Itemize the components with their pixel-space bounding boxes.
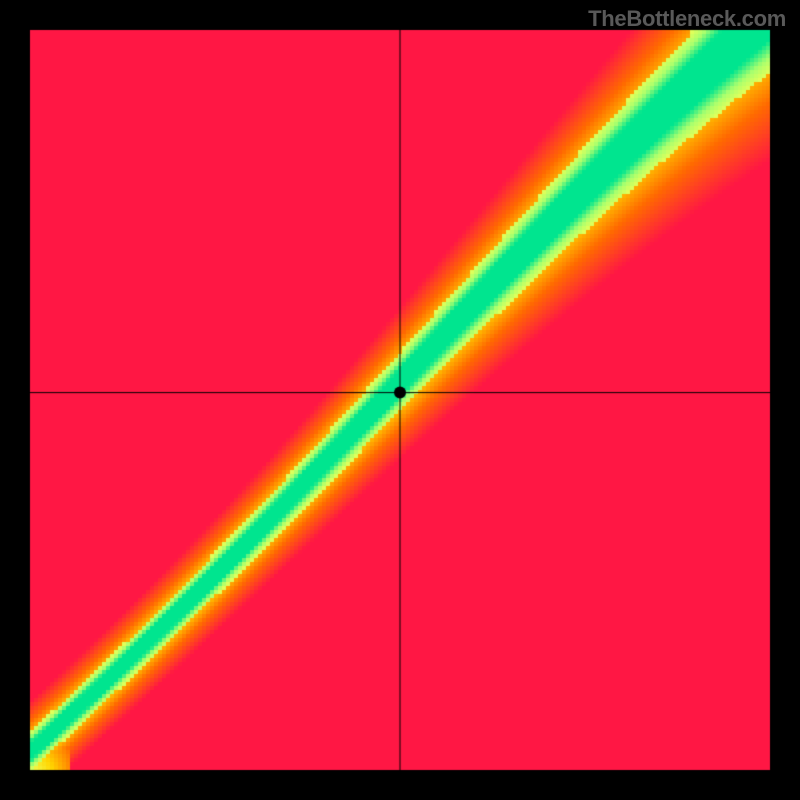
attribution-label: TheBottleneck.com (588, 6, 786, 32)
bottleneck-heatmap (0, 0, 800, 800)
